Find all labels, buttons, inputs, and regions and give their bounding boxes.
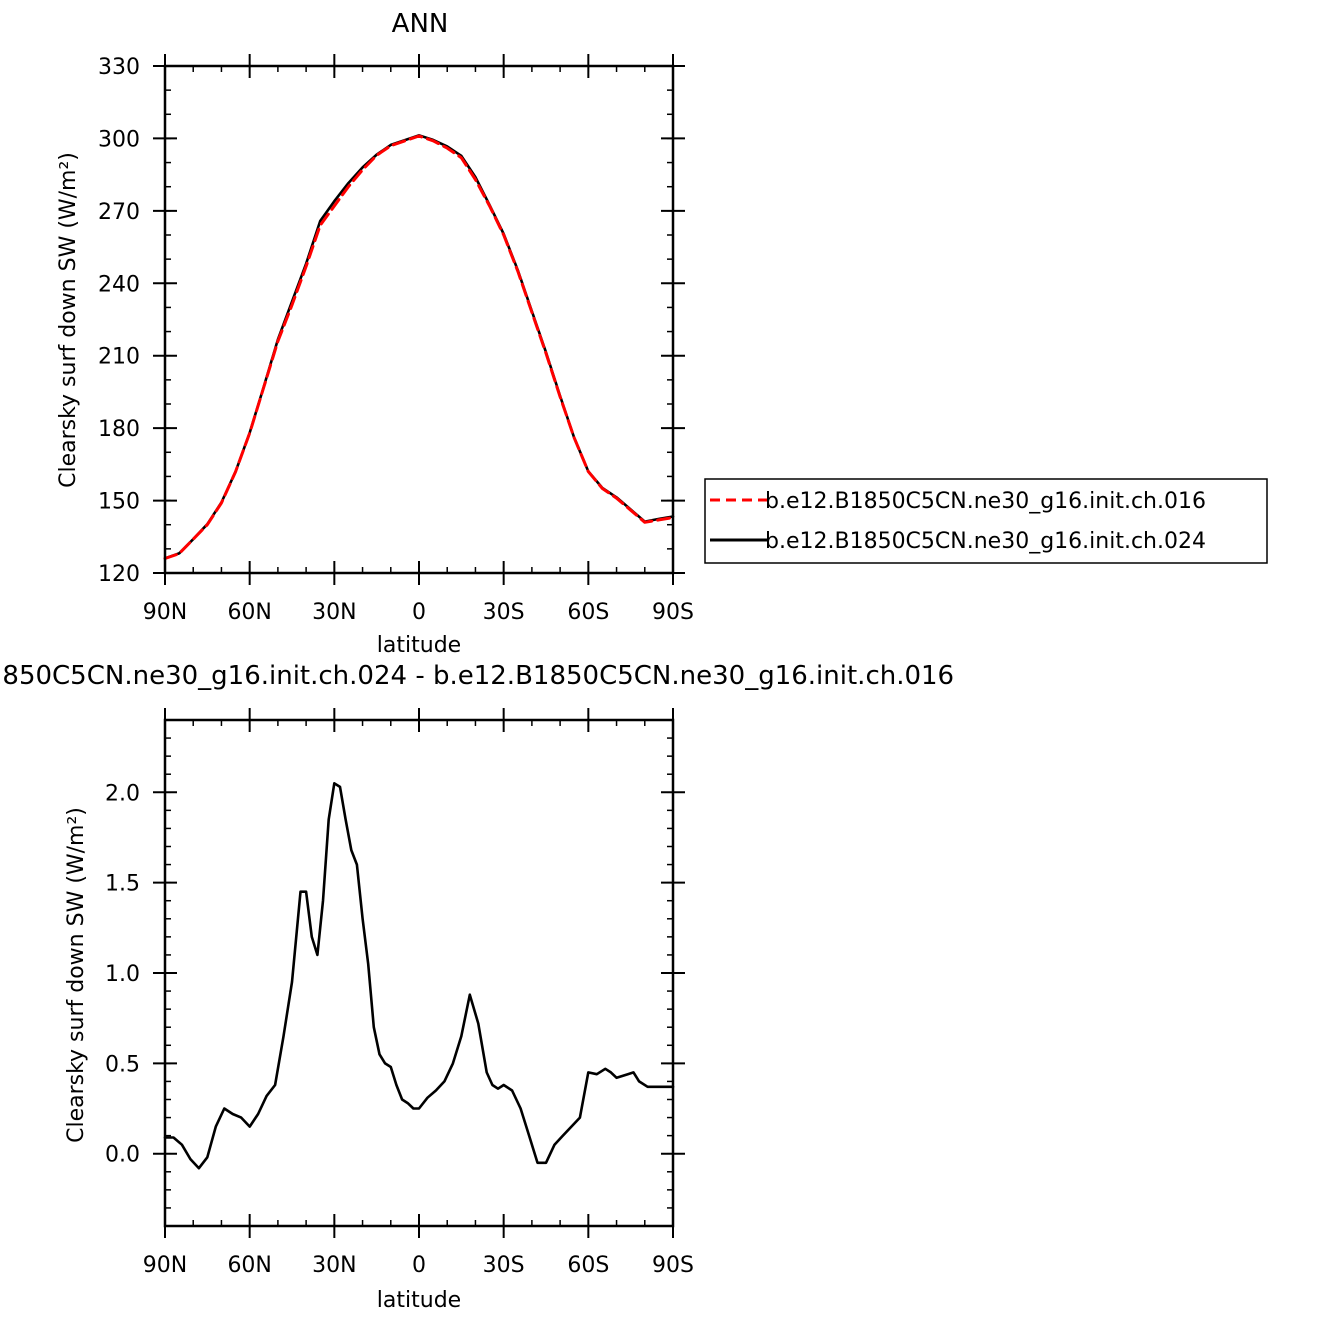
x-axis-label: latitude <box>377 633 461 658</box>
y-tick-labels: 120 150 180 210 240 270 300 330 <box>98 55 140 587</box>
y-tick-label: 330 <box>98 55 140 80</box>
plot-frame <box>163 718 675 1228</box>
x-tick-label: 30S <box>483 600 525 625</box>
x-tick-label: 90S <box>652 1253 694 1278</box>
y-tick-label: 270 <box>98 200 140 225</box>
legend-box <box>704 478 1268 564</box>
x-tick-label: 60N <box>227 1253 271 1278</box>
y-tick-label: 1.5 <box>105 872 140 897</box>
y-tick-label: 150 <box>98 490 140 515</box>
x-tick-label: 90N <box>143 1253 187 1278</box>
x-tick-label: 0 <box>412 1253 426 1278</box>
series-line-difference <box>163 781 675 1170</box>
y-axis-label: Clearsky surf down SW (W/m²) <box>56 152 81 488</box>
x-tick-label: 60S <box>567 1253 609 1278</box>
x-tick-label: 30S <box>483 1253 525 1278</box>
y-tick-label: 210 <box>98 345 140 370</box>
x-tick-label: 30N <box>312 1253 356 1278</box>
x-tick-label: 60S <box>567 600 609 625</box>
y-tick-label: 120 <box>98 562 140 587</box>
chart-title: ANN <box>392 9 449 39</box>
series-lines <box>163 134 675 560</box>
x-tick-label: 90S <box>652 600 694 625</box>
x-tick-label: 60N <box>227 600 271 625</box>
plot-frame <box>163 64 675 575</box>
y-tick-labels: 0.0 0.5 1.0 1.5 2.0 <box>105 781 140 1167</box>
y-tick-label: 300 <box>98 127 140 152</box>
x-axis-label: latitude <box>377 1288 461 1313</box>
y-tick-label: 2.0 <box>105 781 140 806</box>
x-tick-label: 90N <box>143 600 187 625</box>
y-tick-label: 0.0 <box>105 1143 140 1168</box>
x-tick-labels: 90N 60N 30N 0 30S 60S 90S <box>143 1253 694 1278</box>
series-lines <box>163 781 675 1170</box>
panel-difference: b.e12.B1850C5CN.ne30_g16.init.ch.024 - b… <box>0 661 954 1313</box>
panel-annual-mean: ANN 90N 60N 30N 0 30S 60S 90S 120 150 180 210 240 2… <box>56 9 1268 658</box>
legend: b.e12.B1850C5CN.ne30_g16.init.ch.016 b.e… <box>704 478 1268 564</box>
y-tick-label: 0.5 <box>105 1052 140 1077</box>
y-axis-label: Clearsky surf down SW (W/m²) <box>64 807 89 1143</box>
x-tick-label: 30N <box>312 600 356 625</box>
series-line-016 <box>163 134 675 560</box>
legend-entry-016: b.e12.B1850C5CN.ne30_g16.init.ch.016 <box>765 489 1206 514</box>
legend-entry-024: b.e12.B1850C5CN.ne30_g16.init.ch.024 <box>765 529 1206 554</box>
y-tick-label: 180 <box>98 417 140 442</box>
x-tick-label: 0 <box>412 600 426 625</box>
y-tick-label: 1.0 <box>105 962 140 987</box>
chart-title: b.e12.B1850C5CN.ne30_g16.init.ch.024 - b… <box>0 661 954 691</box>
x-tick-labels: 90N 60N 30N 0 30S 60S 90S <box>143 600 694 625</box>
y-tick-label: 240 <box>98 272 140 297</box>
